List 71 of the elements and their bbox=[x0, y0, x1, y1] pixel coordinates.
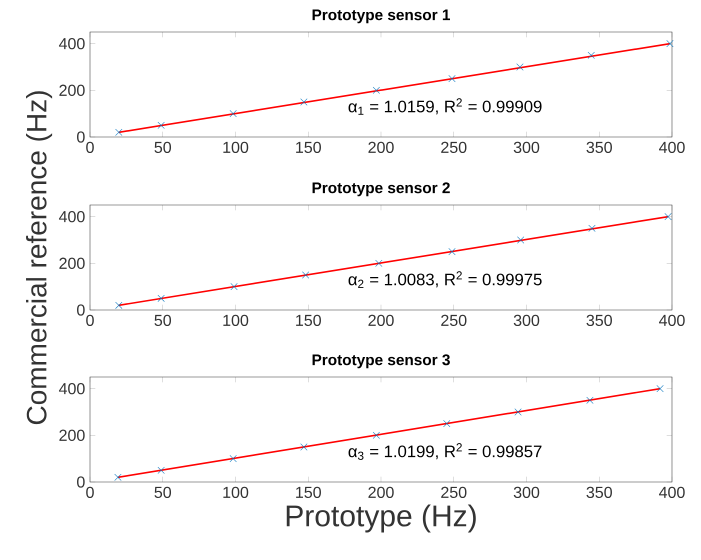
point bbox=[302, 271, 310, 279]
point bbox=[372, 432, 380, 439]
x-tick-label: 300 bbox=[514, 142, 540, 154]
point bbox=[443, 420, 450, 428]
x-tick-label: 150 bbox=[296, 142, 321, 154]
x-tick-label: 50 bbox=[154, 142, 172, 154]
point bbox=[230, 455, 237, 462]
x-tick-label: 300 bbox=[514, 314, 540, 326]
x-tick-label: 200 bbox=[368, 486, 394, 498]
point bbox=[588, 52, 595, 59]
point bbox=[517, 236, 524, 244]
x-tick-label: 250 bbox=[441, 314, 466, 326]
x-tick-label: 350 bbox=[586, 314, 612, 326]
point bbox=[300, 443, 308, 451]
annotation: α$_{1}$ = 1.0159, R$^{2}$ = 0.99909 bbox=[348, 98, 542, 115]
point bbox=[448, 248, 456, 256]
x-tick-label: 350 bbox=[586, 142, 612, 154]
point bbox=[656, 385, 664, 392]
chart-title: Prototype sensor 2 bbox=[312, 182, 450, 196]
y-tick-label: 0 bbox=[77, 131, 85, 143]
point bbox=[115, 302, 122, 309]
x-tick-label: 100 bbox=[223, 142, 248, 154]
y-tick-label: 400 bbox=[58, 38, 85, 50]
annotation: α$_{2}$ = 1.0083, R$^{2}$ = 0.99975 bbox=[348, 271, 542, 288]
x-tick-label: 150 bbox=[296, 314, 321, 326]
x-tick-label: 350 bbox=[586, 486, 612, 498]
x-tick-label: 250 bbox=[441, 486, 466, 498]
point bbox=[375, 260, 382, 267]
x-tick-label: 100 bbox=[223, 314, 248, 326]
y-tick-label: 400 bbox=[58, 210, 85, 222]
x-tick-label: 400 bbox=[659, 142, 685, 154]
point bbox=[588, 224, 596, 232]
point bbox=[158, 122, 165, 129]
y-tick-label: 0 bbox=[77, 304, 85, 316]
x-tick-label: 50 bbox=[154, 486, 172, 498]
point bbox=[230, 283, 238, 290]
point bbox=[372, 86, 380, 94]
y-tick-label: 0 bbox=[77, 476, 85, 488]
point bbox=[448, 75, 456, 82]
point bbox=[114, 474, 122, 481]
point bbox=[516, 63, 524, 71]
x-tick-label: 200 bbox=[368, 142, 394, 154]
y-tick-label: 200 bbox=[59, 84, 85, 96]
y-tick-label: 200 bbox=[59, 258, 85, 269]
point bbox=[300, 98, 308, 106]
x-tick-label: 0 bbox=[86, 142, 94, 154]
x-tick-label: 300 bbox=[514, 486, 540, 498]
point bbox=[664, 213, 672, 220]
x-tick-label: 100 bbox=[223, 486, 248, 498]
chart-title: Prototype sensor 3 bbox=[312, 354, 450, 368]
point bbox=[158, 294, 165, 302]
point bbox=[586, 396, 594, 404]
point bbox=[514, 408, 522, 416]
x-tick-label: 250 bbox=[441, 142, 466, 154]
point bbox=[230, 110, 237, 118]
point bbox=[115, 128, 122, 136]
chart-title: Prototype sensor 1 bbox=[312, 10, 450, 24]
x-tick-label: 0 bbox=[86, 486, 94, 498]
x-tick-label: 50 bbox=[154, 314, 172, 326]
point bbox=[666, 40, 674, 48]
y-axis-title: Commercial reference (Hz) bbox=[26, 91, 52, 424]
x-tick-label: 400 bbox=[659, 486, 685, 498]
point bbox=[158, 466, 165, 474]
x-tick-label: 0 bbox=[86, 314, 94, 326]
x-tick-label: 150 bbox=[296, 486, 321, 498]
x-tick-label: 200 bbox=[368, 314, 394, 326]
y-tick-label: 400 bbox=[58, 382, 85, 394]
annotation: α$_{3}$ = 1.0199, R$^{2}$ = 0.99857 bbox=[348, 443, 542, 460]
x-tick-label: 400 bbox=[659, 314, 685, 326]
y-tick-label: 200 bbox=[59, 430, 85, 441]
x-axis-title: Prototype (Hz) bbox=[286, 504, 476, 532]
